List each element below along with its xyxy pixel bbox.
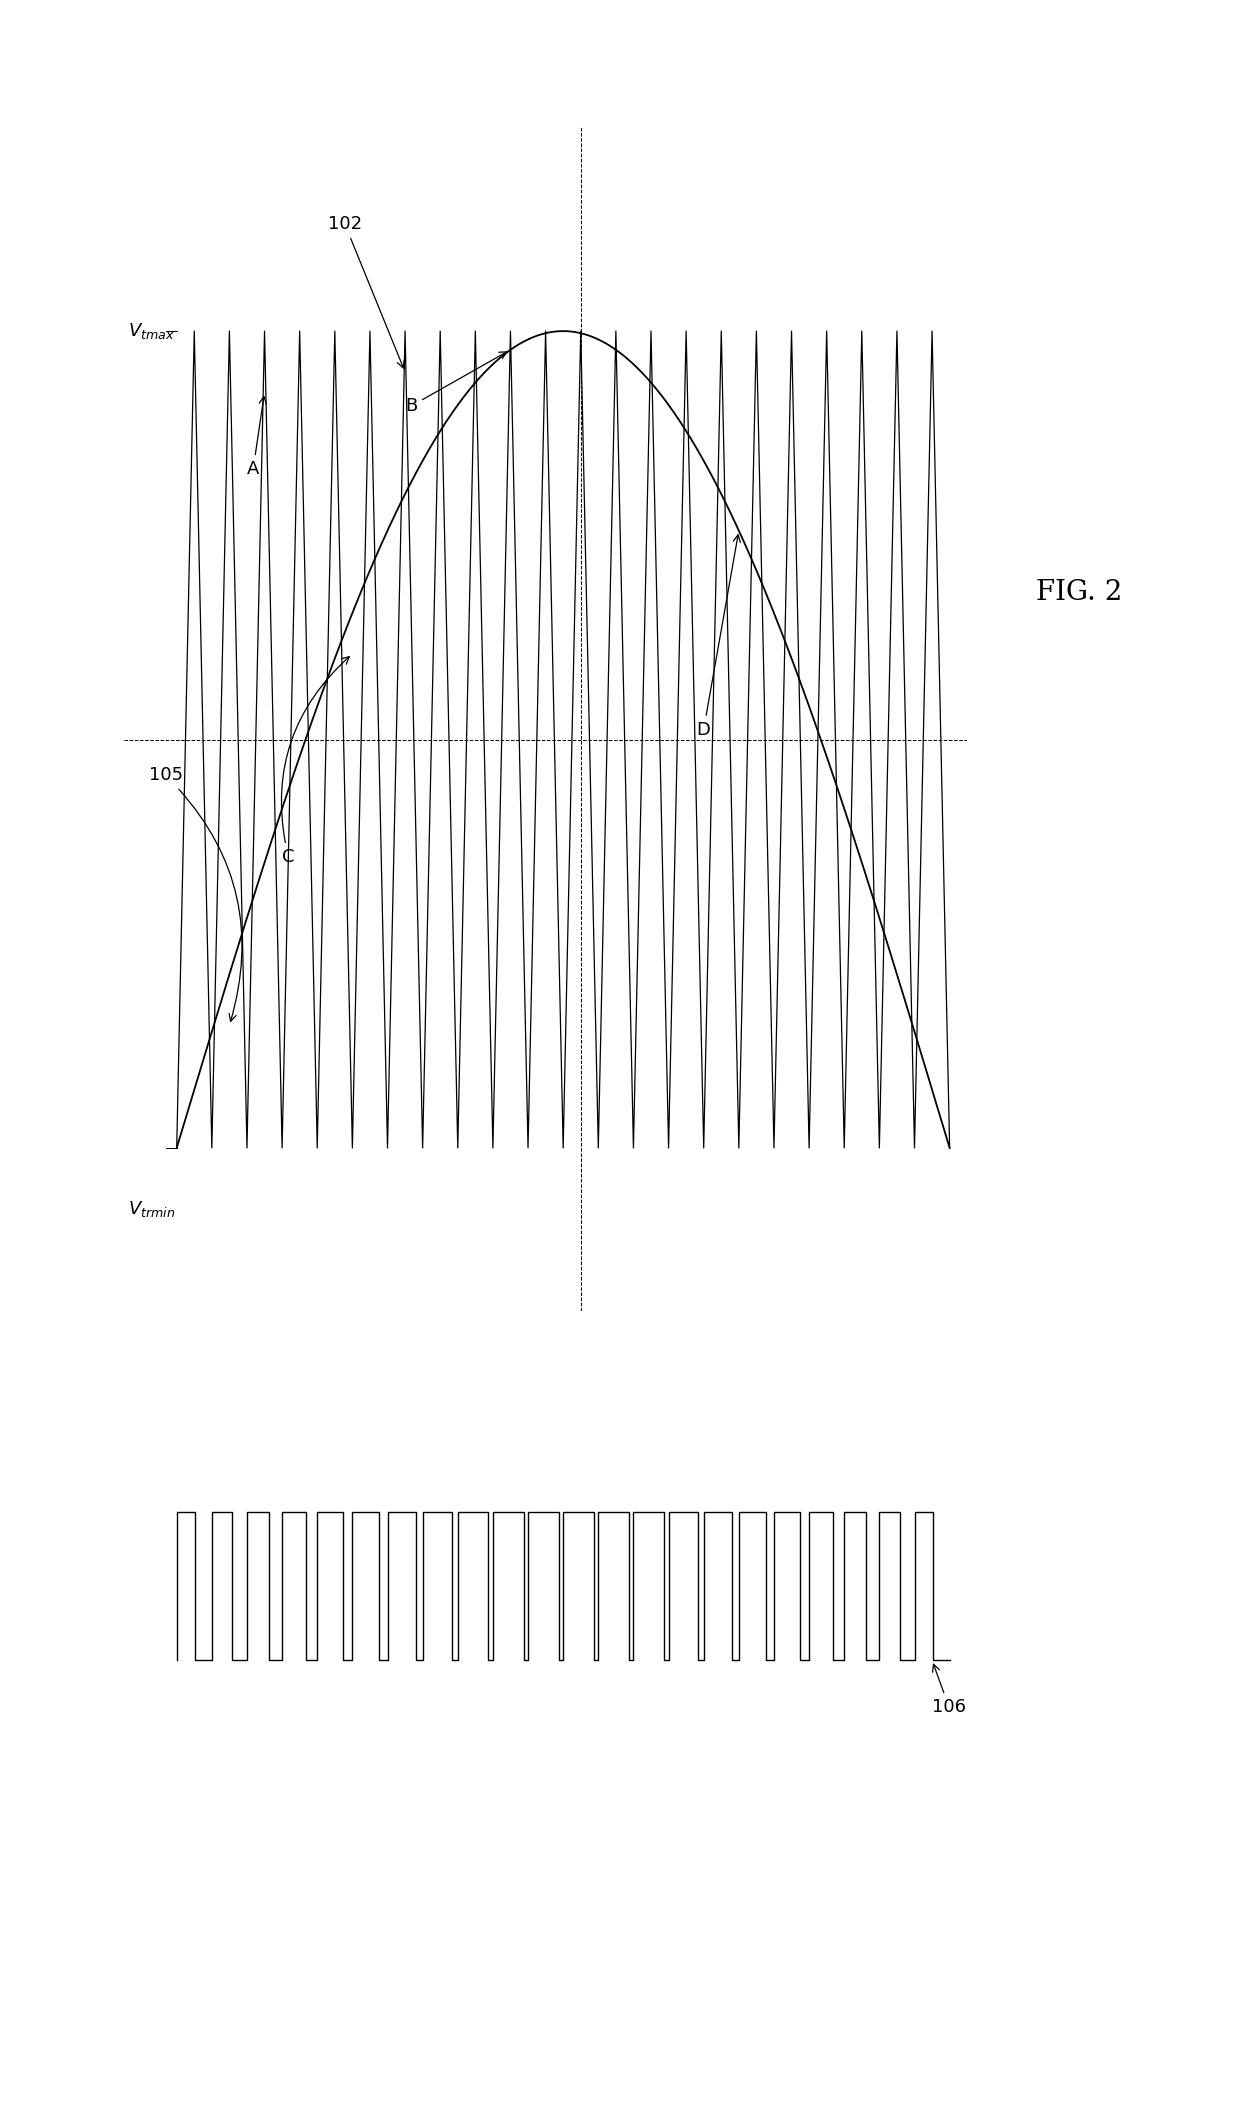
Text: $V_{trmin}$: $V_{trmin}$ (128, 1199, 175, 1218)
Text: 106: 106 (932, 1665, 966, 1715)
Text: 102: 102 (327, 216, 404, 368)
Text: C: C (281, 656, 350, 865)
Text: A: A (247, 396, 267, 478)
Text: B: B (405, 351, 507, 415)
Text: FIG. 2: FIG. 2 (1035, 580, 1122, 605)
Text: D: D (697, 535, 740, 738)
Text: $V_{tmax}$: $V_{tmax}$ (128, 321, 175, 341)
Text: 105: 105 (149, 766, 242, 1022)
